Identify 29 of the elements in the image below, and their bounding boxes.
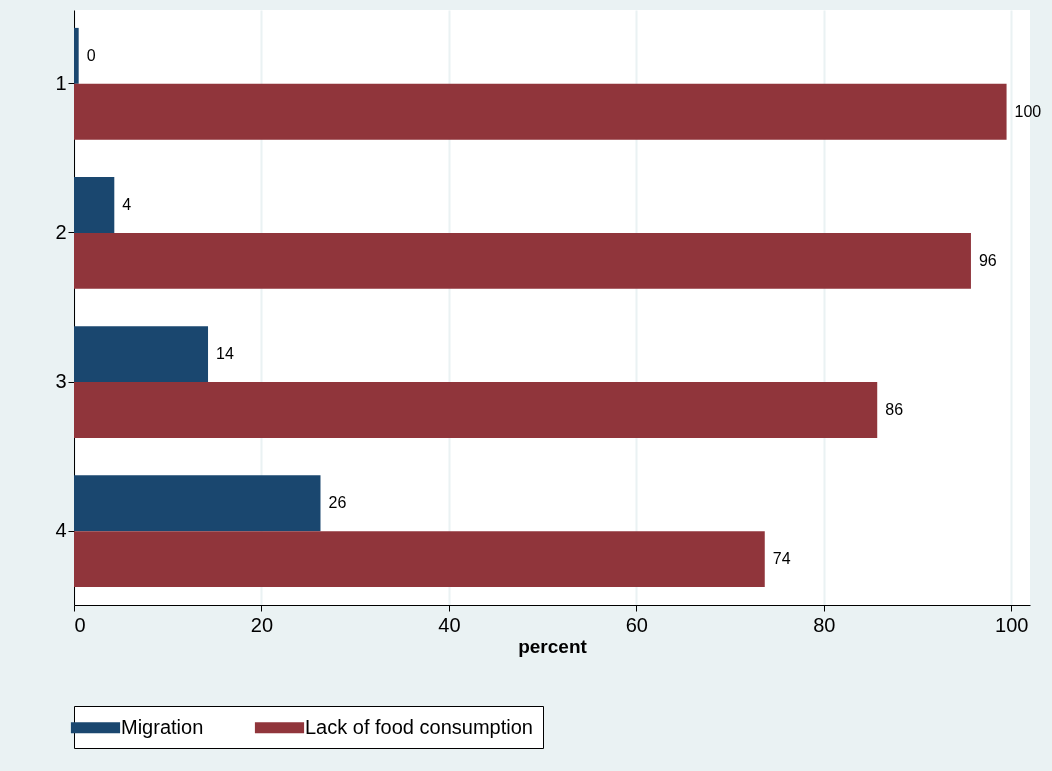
x-axis-title: percent [518, 635, 588, 657]
data-label: 100 [1014, 102, 1042, 120]
bar [74, 531, 765, 588]
y-tick-label: 3 [55, 370, 67, 393]
bar [74, 232, 971, 289]
x-tick-label: 0 [74, 613, 86, 636]
x-tick-label: 60 [625, 613, 648, 636]
data-label: 0 [86, 46, 96, 64]
data-label: 14 [216, 345, 234, 363]
x-tick-label: 40 [438, 613, 461, 636]
y-tick-label: 1 [55, 71, 67, 94]
x-tick-label: 100 [995, 613, 1029, 636]
bar [74, 475, 321, 532]
bar [74, 177, 115, 233]
legend-label: Lack of food consumption [305, 715, 533, 738]
x-tick-label: 20 [250, 613, 274, 636]
y-tick-label: 2 [55, 220, 67, 243]
x-tick-label: 80 [813, 613, 836, 636]
bar [74, 27, 79, 84]
data-label: 96 [978, 251, 997, 269]
data-label: 86 [885, 401, 904, 419]
data-label: 26 [328, 494, 347, 512]
data-label: 74 [772, 550, 791, 568]
bar [74, 326, 209, 383]
bar [74, 83, 1007, 140]
bar [74, 382, 878, 438]
data-label: 4 [122, 195, 132, 213]
legend-label: Migration [121, 715, 204, 738]
y-tick-label: 4 [55, 519, 67, 542]
